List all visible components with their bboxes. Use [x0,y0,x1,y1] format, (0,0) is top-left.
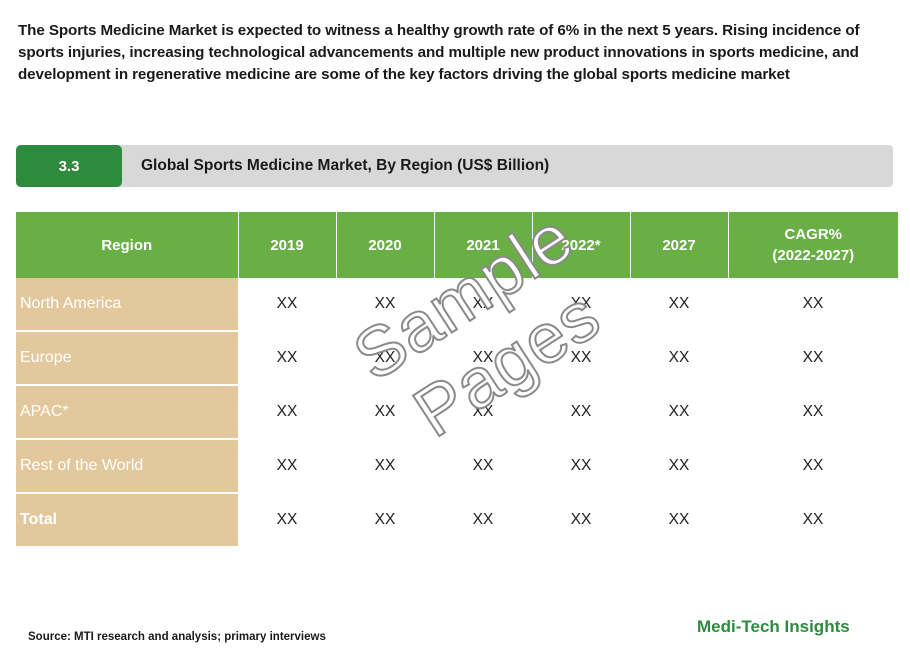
value-cell: XX [630,385,728,440]
header-2027: 2027 [630,212,729,278]
value-cell: XX [532,331,630,386]
value-cell: XX [728,385,898,440]
value-cell: XX [728,439,898,494]
region-cell: Rest of the World [16,439,238,494]
value-cell: XX [336,278,434,332]
region-market-table: Region 2019 2020 2021 2022* 2027 CAGR% (… [16,212,898,548]
value-cell: XX [434,439,532,494]
table-row-total: Total XX XX XX XX XX XX [16,493,898,548]
value-cell: XX [336,439,434,494]
table-header-row: Region 2019 2020 2021 2022* 2027 CAGR% (… [16,212,898,278]
header-cagr-line2: (2022-2027) [772,247,855,264]
table-row: North America XX XX XX XX XX XX [16,278,898,332]
value-cell: XX [630,278,728,332]
region-cell: Europe [16,331,238,386]
value-cell: XX [728,331,898,386]
table-row: Rest of the World XX XX XX XX XX XX [16,439,898,494]
value-cell: XX [434,331,532,386]
table-row: Europe XX XX XX XX XX XX [16,331,898,386]
region-cell: APAC* [16,385,238,440]
source-note: Source: MTI research and analysis; prima… [28,631,326,643]
header-cagr: CAGR% (2022-2027) [728,212,898,278]
value-cell: XX [728,278,898,332]
section-number-badge: 3.3 [16,145,122,187]
value-cell: XX [532,278,630,332]
value-cell: XX [238,331,336,386]
header-2020: 2020 [336,212,435,278]
header-2021: 2021 [434,212,533,278]
value-cell: XX [630,331,728,386]
value-cell: XX [238,385,336,440]
header-cagr-line1: CAGR% [784,226,842,243]
value-cell: XX [336,493,434,548]
value-cell: XX [630,439,728,494]
value-cell: XX [238,493,336,548]
value-cell: XX [238,439,336,494]
brand-logo-text: Medi-Tech Insights [697,617,850,636]
value-cell: XX [434,493,532,548]
value-cell: XX [532,385,630,440]
section-title: Global Sports Medicine Market, By Region… [141,157,550,174]
value-cell: XX [532,439,630,494]
value-cell: XX [630,493,728,548]
value-cell: XX [532,493,630,548]
value-cell: XX [728,493,898,548]
intro-paragraph: The Sports Medicine Market is expected t… [18,22,860,83]
section-header-bar [16,145,893,187]
header-2022: 2022* [532,212,631,278]
region-cell-total: Total [16,493,238,548]
value-cell: XX [336,385,434,440]
header-region: Region [16,212,239,278]
header-2019: 2019 [238,212,337,278]
value-cell: XX [434,278,532,332]
value-cell: XX [336,331,434,386]
value-cell: XX [434,385,532,440]
table-row: APAC* XX XX XX XX XX XX [16,385,898,440]
region-cell: North America [16,278,238,332]
value-cell: XX [238,278,336,332]
